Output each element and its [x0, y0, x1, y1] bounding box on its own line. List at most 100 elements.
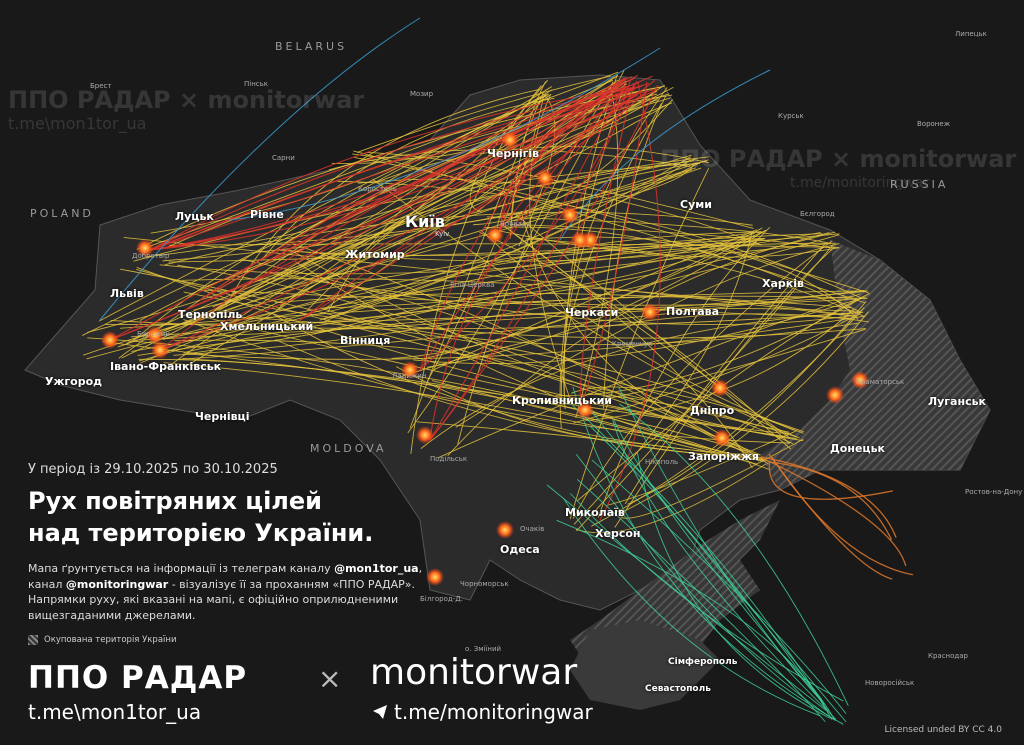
city-dnipro: Дніпро [690, 404, 735, 417]
missile-route [269, 77, 625, 261]
kab-route [768, 461, 893, 500]
explosion-icon [561, 206, 579, 224]
link-monitoringwar[interactable]: t.me/monitoringwar [372, 700, 593, 724]
city-zaporizhzhia: Запоріжжя [688, 450, 759, 463]
kab-route [760, 456, 897, 538]
shahed-route [168, 241, 753, 263]
shahed-route [438, 293, 861, 458]
city-khmelnytskyi: Хмельницький [220, 320, 314, 333]
ballistic-route [229, 47, 661, 221]
desc-part-3: - візуалізує її за проханням «ППО РАДАР»… [28, 577, 416, 622]
shahed-route [529, 95, 572, 402]
missile-route [269, 75, 653, 261]
shahed-route [278, 233, 840, 256]
missile-route [429, 86, 627, 441]
city-donetsk: Донецьк [830, 442, 885, 455]
ballistic-route [99, 17, 421, 321]
explosion-icon [641, 303, 659, 321]
explosion-icon [851, 371, 869, 389]
town-bilhorod: Білгород-Д. [420, 595, 463, 603]
flight-routes [81, 17, 914, 725]
city-rivne: Рівне [250, 208, 284, 221]
city-chernivtsi: Чернівці [195, 410, 250, 423]
explosion-icon [486, 226, 504, 244]
city-sevastopol: Севастополь [645, 684, 711, 694]
shahed-route [120, 268, 761, 456]
period-text: У період із 29.10.2025 по 30.10.2025 [28, 462, 278, 477]
shahed-route [183, 295, 857, 354]
brand-monitorwar: monitorwar [370, 652, 578, 693]
hatch-swatch-icon [28, 635, 38, 645]
city-kyiv-en: Kyiv [435, 230, 450, 238]
explosion-icon [136, 239, 154, 257]
missile-route [429, 84, 626, 441]
link-mon1tor[interactable]: t.me\mon1tor_ua [28, 700, 202, 724]
description: Мапа ґрунтується на інформації із телегр… [28, 561, 428, 623]
city-kharkiv: Харків [762, 277, 804, 290]
shahed-route [293, 243, 760, 462]
shahed-route [515, 213, 792, 450]
town-nikopol: Нікополь [645, 458, 679, 466]
shahed-route [105, 290, 867, 326]
shahed-route [322, 308, 859, 346]
recon-route [565, 397, 833, 720]
town-sarny: Сарни [272, 154, 295, 162]
kab-route [771, 456, 914, 576]
shahed-route [420, 311, 864, 449]
shahed-route [602, 95, 667, 409]
kab-route [760, 456, 907, 567]
town-chornomorsk: Чорноморськ [460, 580, 509, 588]
shahed-route [193, 167, 702, 311]
town-burshtyn: Бурштин [137, 330, 170, 338]
legend-occupied: Окупована територія України [44, 635, 177, 645]
shahed-route [606, 430, 798, 506]
city-lutsk: Луцьк [175, 210, 214, 223]
recon-route [612, 420, 837, 720]
shahed-route [110, 312, 855, 330]
city-luhansk: Луганськ [928, 395, 987, 408]
recon-route [572, 386, 844, 725]
city-uzhhorod: Ужгород [45, 375, 103, 388]
country-belarus: BELARUS [275, 40, 348, 53]
watermark-link: t.me\mon1tor_ua [8, 114, 147, 133]
missile-route [499, 90, 640, 231]
town-kramatorsk: Краматорськ [856, 378, 905, 386]
shahed-route [573, 230, 753, 525]
ukraine-territory [24, 74, 991, 611]
town-kremenchuk: Кременчук [612, 340, 653, 348]
shahed-route [576, 244, 834, 532]
shahed-route [202, 289, 851, 319]
shahed-route [148, 71, 619, 248]
town-krasnodar: Краснодар [928, 652, 968, 660]
shahed-route [416, 421, 761, 461]
recon-route [590, 426, 829, 712]
shahed-route [183, 318, 790, 444]
shahed-route [518, 91, 556, 247]
shahed-route [587, 393, 797, 438]
explosion-icon [536, 169, 554, 187]
town-pinsk: Пінськ [244, 80, 268, 88]
title-line-2: над територією України. [28, 519, 374, 547]
watermark-mw-link: t.me/monitoringwar [790, 175, 930, 191]
shahed-route [221, 315, 795, 431]
handle-monitoringwar: @monitoringwar [65, 577, 169, 591]
shahed-route [486, 216, 832, 244]
desc-part-1: Мапа ґрунтується на інформації із телегр… [28, 562, 335, 575]
missile-route [149, 86, 635, 251]
explosion-icon [711, 379, 729, 397]
city-kyiv: Київ [405, 212, 445, 231]
brand-ppo-radar: ППО РАДАР [28, 660, 248, 696]
missile-route [149, 94, 639, 251]
recon-route [618, 386, 825, 705]
explosion-icon [713, 429, 731, 447]
town-brovary: Бровари [500, 220, 531, 228]
explosion-icon [151, 341, 169, 359]
shahed-route [319, 161, 701, 321]
town-voronezh: Воронеж [917, 120, 951, 128]
shahed-route [86, 242, 836, 360]
city-chernihiv: Чернігів [487, 147, 540, 160]
shahed-route [137, 307, 860, 356]
recon-route [556, 519, 836, 721]
town-kursk: Курськ [778, 112, 804, 120]
shahed-route [184, 315, 865, 360]
